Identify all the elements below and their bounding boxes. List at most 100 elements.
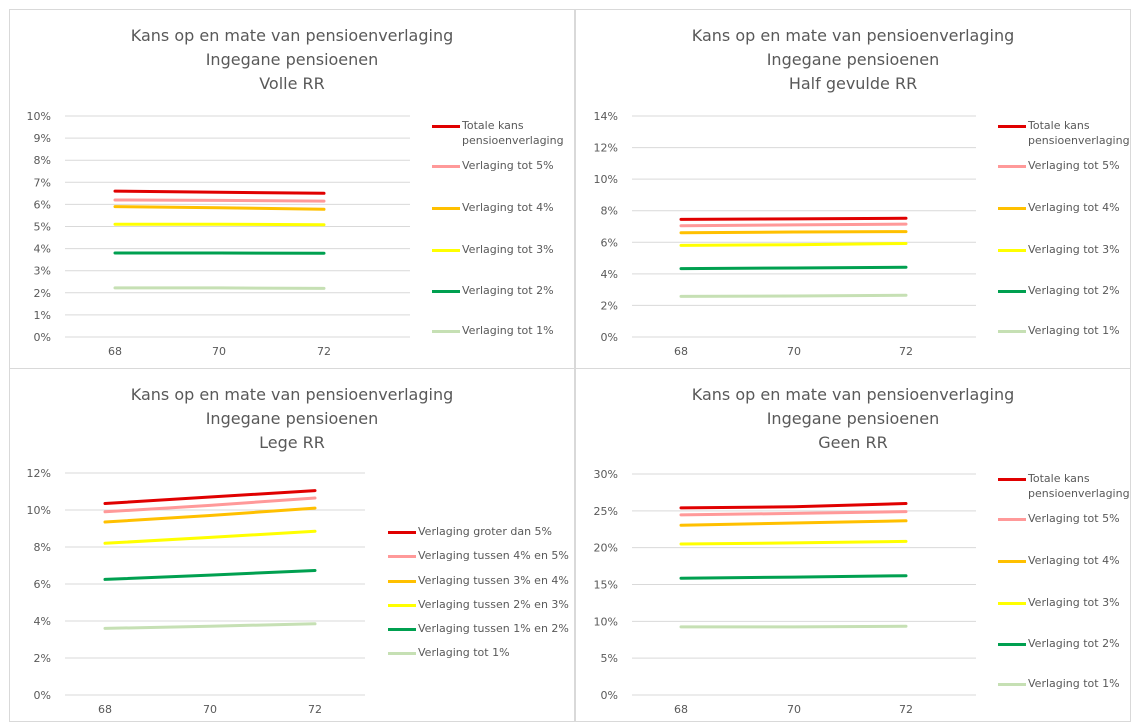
legend-swatch xyxy=(388,531,416,534)
legend-label: Totale kans pensioenverlaging xyxy=(462,118,587,148)
y-tick-label: 8% xyxy=(601,205,618,218)
legend-item: Verlaging tot 4% xyxy=(998,553,1133,568)
legend-swatch xyxy=(998,518,1026,521)
legend-item: Verlaging tussen 1% en 2% xyxy=(388,621,578,636)
y-tick-label: 0% xyxy=(34,331,51,344)
series-line xyxy=(115,288,324,289)
legend-item: Verlaging tot 4% xyxy=(432,200,587,215)
y-tick-label: 10% xyxy=(27,110,51,123)
y-tick-label: 12% xyxy=(594,142,618,155)
x-tick-label: 70 xyxy=(212,345,226,358)
legend-label: Verlaging tot 1% xyxy=(1028,676,1133,691)
y-tick-label: 14% xyxy=(594,110,618,123)
y-tick-label: 10% xyxy=(27,504,51,517)
x-tick-label: 72 xyxy=(317,345,331,358)
y-tick-label: 10% xyxy=(594,615,618,628)
series-line xyxy=(681,504,906,508)
x-tick-label: 70 xyxy=(787,345,801,358)
legend-label: Verlaging tot 1% xyxy=(462,323,587,338)
series-line xyxy=(105,624,315,629)
y-tick-label: 8% xyxy=(34,541,51,554)
y-tick-label: 4% xyxy=(601,268,618,281)
x-tick-label: 68 xyxy=(108,345,122,358)
legend-item: Verlaging tussen 3% en 4% xyxy=(388,573,578,588)
series-line xyxy=(681,232,906,233)
legend-item: Verlaging tot 2% xyxy=(998,636,1133,651)
legend-item: Verlaging tot 3% xyxy=(432,242,587,257)
legend-swatch xyxy=(432,249,460,252)
legend-swatch xyxy=(998,330,1026,333)
legend-label: Verlaging tot 3% xyxy=(462,242,587,257)
series-line xyxy=(681,224,906,226)
legend-swatch xyxy=(432,165,460,168)
legend-label: Verlaging tot 5% xyxy=(1028,158,1133,173)
x-tick-label: 68 xyxy=(674,345,688,358)
legend-label: Verlaging tot 5% xyxy=(1028,511,1133,526)
legend-item: Verlaging tot 5% xyxy=(432,158,587,173)
y-tick-label: 0% xyxy=(601,689,618,702)
legend-label: Verlaging tot 3% xyxy=(1028,595,1133,610)
legend-swatch xyxy=(388,604,416,607)
chart-panel-lege-rr: Kans op en mate van pensioenverlaging In… xyxy=(9,368,575,722)
legend-item: Verlaging tot 1% xyxy=(998,323,1133,338)
legend-swatch xyxy=(432,330,460,333)
series-line xyxy=(681,244,906,246)
legend-item: Verlaging groter dan 5% xyxy=(388,524,578,539)
series-line xyxy=(115,191,324,193)
series-line xyxy=(105,531,315,543)
chart-panel-volle-rr: Kans op en mate van pensioenverlaging In… xyxy=(9,9,575,369)
y-tick-label: 0% xyxy=(34,689,51,702)
y-tick-label: 3% xyxy=(34,265,51,278)
legend-item: Totale kans pensioenverlaging xyxy=(432,118,587,148)
legend-label: Totale kans pensioenverlaging xyxy=(1028,471,1133,501)
legend-swatch xyxy=(388,555,416,558)
legend-item: Totale kans pensioenverlaging xyxy=(998,471,1133,501)
series-line xyxy=(681,541,906,544)
y-tick-label: 7% xyxy=(34,176,51,189)
x-tick-label: 70 xyxy=(787,703,801,716)
legend-item: Verlaging tot 3% xyxy=(998,242,1133,257)
x-tick-label: 72 xyxy=(899,345,913,358)
legend-swatch xyxy=(388,580,416,583)
legend-swatch xyxy=(998,207,1026,210)
legend-item: Verlaging tussen 4% en 5% xyxy=(388,548,578,563)
legend-item: Verlaging tot 5% xyxy=(998,158,1133,173)
series-line xyxy=(681,267,906,268)
legend-item: Verlaging tot 4% xyxy=(998,200,1133,215)
legend-swatch xyxy=(998,165,1026,168)
y-tick-label: 2% xyxy=(34,652,51,665)
y-tick-label: 25% xyxy=(594,505,618,518)
legend-swatch xyxy=(998,602,1026,605)
y-tick-label: 6% xyxy=(34,578,51,591)
legend-swatch xyxy=(998,560,1026,563)
y-tick-label: 15% xyxy=(594,579,618,592)
legend-label: Verlaging tot 4% xyxy=(1028,553,1133,568)
x-tick-label: 72 xyxy=(308,703,322,716)
legend-label: Verlaging tot 1% xyxy=(1028,323,1133,338)
legend-item: Verlaging tot 2% xyxy=(432,283,587,298)
legend-swatch xyxy=(998,290,1026,293)
legend-item: Verlaging tot 3% xyxy=(998,595,1133,610)
legend-label: Verlaging tussen 3% en 4% xyxy=(418,573,578,588)
x-tick-label: 68 xyxy=(98,703,112,716)
series-line xyxy=(105,571,315,580)
y-tick-label: 5% xyxy=(601,652,618,665)
legend-swatch xyxy=(998,478,1026,481)
y-tick-label: 8% xyxy=(34,154,51,167)
x-tick-label: 68 xyxy=(674,703,688,716)
legend-label: Verlaging tot 2% xyxy=(1028,283,1133,298)
legend-swatch xyxy=(432,290,460,293)
legend-item: Verlaging tot 1% xyxy=(432,323,587,338)
y-tick-label: 20% xyxy=(594,542,618,555)
legend-label: Verlaging tot 4% xyxy=(1028,200,1133,215)
legend-swatch xyxy=(388,628,416,631)
y-tick-label: 2% xyxy=(601,299,618,312)
legend-swatch xyxy=(998,125,1026,128)
y-tick-label: 4% xyxy=(34,615,51,628)
y-tick-label: 6% xyxy=(601,236,618,249)
y-tick-label: 4% xyxy=(34,243,51,256)
y-tick-label: 1% xyxy=(34,309,51,322)
